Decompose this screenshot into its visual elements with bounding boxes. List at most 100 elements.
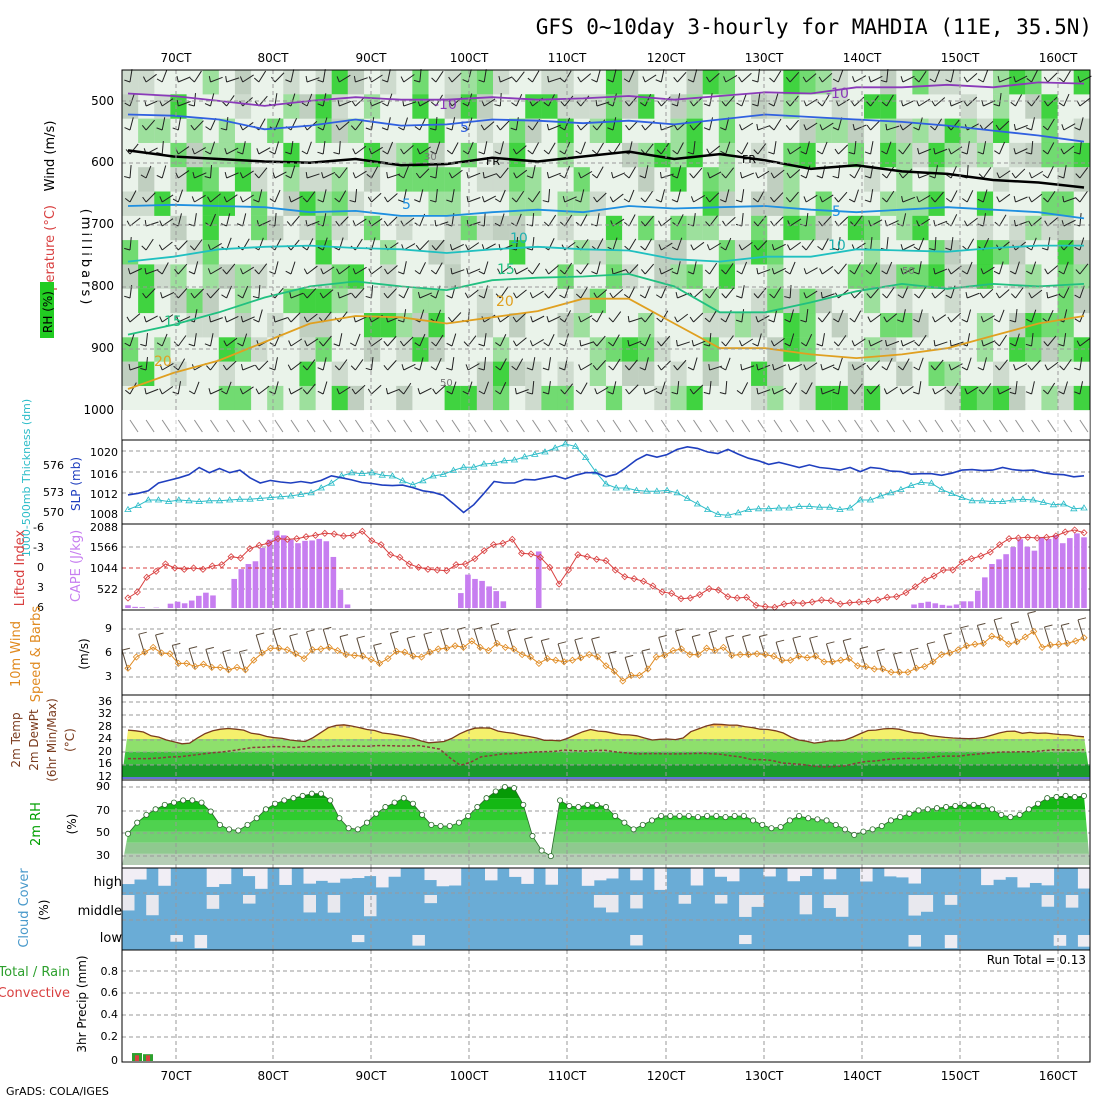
temperature-line <box>127 723 1085 745</box>
wind-barb <box>805 122 818 131</box>
rh-cell <box>880 313 897 338</box>
wind-barb <box>204 150 211 155</box>
wind-barb <box>483 69 487 83</box>
wind-barb <box>689 173 694 179</box>
wind-barb <box>756 387 759 395</box>
wind-barb <box>191 148 195 155</box>
rh-marker <box>1007 814 1014 821</box>
rh-cell <box>589 94 606 119</box>
wind-barb <box>172 198 179 203</box>
lifted-index-marker <box>171 564 179 572</box>
rh-cell <box>331 385 348 411</box>
wind-barb <box>430 366 437 371</box>
rh-cell <box>589 361 606 386</box>
rh-cell <box>831 118 848 143</box>
y-tick-label: 0 <box>37 561 44 574</box>
wind-speed-marker <box>686 651 694 659</box>
wind-barb <box>1074 127 1081 131</box>
wind-barb <box>693 241 705 251</box>
wind-barb <box>859 646 869 650</box>
wind-barb <box>514 388 517 395</box>
wind-barb <box>287 316 292 323</box>
wind-barb <box>998 334 1007 347</box>
wind-barb <box>805 267 818 275</box>
wind-barb <box>515 358 524 371</box>
wind-barb <box>977 78 984 83</box>
wind-barb <box>821 216 832 227</box>
wind-barb <box>450 268 453 275</box>
wind-barb <box>526 391 533 395</box>
axis-label-lifted-index: Lifted Index <box>13 529 28 606</box>
wind-barb <box>177 335 187 347</box>
thickness-marker <box>459 463 468 470</box>
wind-barb <box>900 76 904 83</box>
wind-barb <box>660 189 666 203</box>
rh-cell <box>202 264 219 289</box>
wind-barb <box>483 195 496 203</box>
wind-speed-marker <box>703 644 711 652</box>
y-tick-label: 500 <box>91 94 114 108</box>
wind-barb <box>773 337 785 347</box>
precip-convective-bar <box>146 1055 150 1061</box>
wind-barb <box>740 363 743 371</box>
lifted-index-marker <box>377 541 385 549</box>
wind-barb <box>483 261 489 275</box>
wind-barb <box>612 311 622 323</box>
wind-barb <box>399 340 405 347</box>
thickness-marker <box>683 494 692 501</box>
cloud-cell <box>1041 868 1055 886</box>
wind-barb <box>419 168 430 179</box>
wind-barb <box>753 221 759 227</box>
lifted-index-marker <box>330 530 338 538</box>
wind-barb <box>789 146 802 155</box>
wind-barb <box>886 340 900 347</box>
wind-barb <box>222 269 227 275</box>
rh-cell <box>702 167 719 192</box>
wind-barb <box>483 357 487 371</box>
wind-barb <box>1047 382 1056 395</box>
wind-speed-marker <box>761 651 769 659</box>
lifted-index-marker <box>208 562 216 570</box>
wind-barb <box>208 316 211 323</box>
wind-barb <box>902 196 916 203</box>
wind-barb <box>641 648 651 652</box>
wind-barb <box>805 239 815 251</box>
wind-barb <box>462 390 469 395</box>
wind-barb <box>881 101 888 107</box>
wind-barb <box>658 634 667 638</box>
wind-barb <box>236 223 243 227</box>
wind-speed-marker <box>166 650 174 658</box>
wind-barb <box>274 261 279 275</box>
wind-barb <box>886 313 898 323</box>
contour-label: -10 <box>434 97 457 113</box>
wind-barb <box>350 365 356 371</box>
wind-barb <box>870 120 881 131</box>
wind-barb <box>913 271 920 275</box>
rh-cell <box>1073 142 1090 168</box>
wind-speed-marker <box>191 663 199 671</box>
wind-barb <box>725 141 731 155</box>
wind-speed-marker <box>409 652 417 660</box>
wind-barb <box>886 166 895 179</box>
wind-barb <box>456 629 464 650</box>
wind-barb <box>371 166 379 179</box>
wind-barb <box>322 141 326 155</box>
wind-barb <box>741 93 747 107</box>
rh-cell <box>315 215 332 241</box>
wind-barb <box>982 167 992 179</box>
y-tick-label: 0.4 <box>101 1008 119 1021</box>
wind-barb <box>564 117 571 131</box>
rh-cell <box>347 191 365 216</box>
wind-barb <box>145 268 159 275</box>
cloud-cell <box>1065 895 1079 908</box>
rh-cell <box>202 215 219 241</box>
wind-barb <box>254 173 260 179</box>
wind-barb <box>274 171 287 179</box>
wind-barb <box>886 261 893 275</box>
wind-barb <box>194 288 204 299</box>
wind-barb <box>1063 381 1068 395</box>
wind-barb <box>1013 124 1016 131</box>
rh-cell <box>960 385 977 411</box>
wind-barb <box>499 334 507 347</box>
wind-barb <box>352 172 356 179</box>
